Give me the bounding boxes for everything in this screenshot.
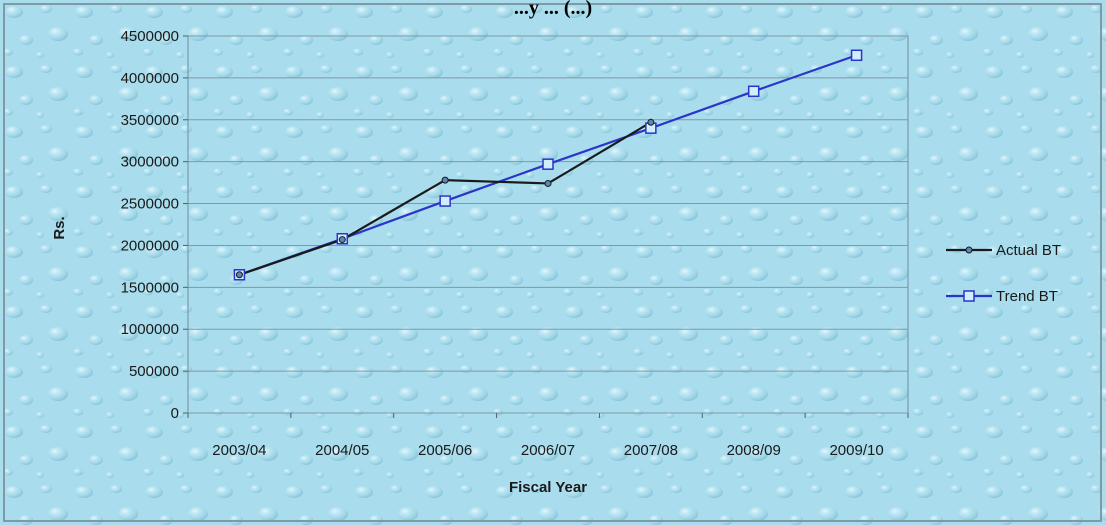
- y-tick-label: 1500000: [121, 279, 179, 296]
- legend-marker-actual-bt: [965, 246, 973, 254]
- y-tick-label: 2500000: [121, 196, 179, 213]
- y-tick-label: 3000000: [121, 154, 179, 171]
- legend-label: Actual BT: [996, 242, 1061, 259]
- chart-frame: [3, 3, 1102, 522]
- y-tick-label: 1000000: [121, 321, 179, 338]
- y-tick-label: 0: [171, 405, 179, 422]
- actual-bt-point: [338, 236, 346, 244]
- actual-bt-point: [441, 176, 449, 184]
- trend-bt-point: [542, 158, 554, 170]
- gridlines: [188, 35, 908, 414]
- y-tick-label: 3500000: [121, 112, 179, 129]
- trend-bt-point: [439, 195, 451, 207]
- x-tick-label: 2005/06: [418, 442, 472, 459]
- y-tick-label: 500000: [129, 363, 179, 380]
- x-axis-ticks: 2003/04 2004/05 2005/06 2006/07 2007/08 2008/…: [187, 413, 909, 459]
- legend-label: Trend BT: [996, 288, 1058, 305]
- trend-bt-point: [850, 49, 863, 62]
- x-axis-title: Fiscal Year: [509, 479, 587, 496]
- legend: Actual BT Trend BT: [946, 242, 1061, 305]
- actual-bt-point: [544, 179, 552, 187]
- legend-marker-trend-bt: [963, 290, 975, 302]
- y-tick-label: 4000000: [121, 70, 179, 87]
- x-tick-label: 2008/09: [727, 442, 781, 459]
- x-tick-label: 2007/08: [624, 442, 678, 459]
- trend-bt-point: [747, 85, 760, 98]
- actual-bt-point: [235, 271, 243, 279]
- y-tick-label: 2000000: [121, 237, 179, 254]
- x-tick-label: 2003/04: [212, 442, 266, 459]
- y-axis-title: Rs.: [51, 216, 68, 239]
- actual-bt-point: [647, 118, 655, 126]
- y-axis-ticks: 0 500000 1000000 1500000 2000000 2500000 30000…: [121, 28, 188, 422]
- series-lines: [233, 49, 863, 281]
- x-tick-label: 2006/07: [521, 442, 575, 459]
- chart-title: ...y ... (...): [514, 0, 592, 19]
- y-tick-label: 4500000: [121, 28, 179, 45]
- x-tick-label: 2004/05: [315, 442, 369, 459]
- x-tick-label: 2009/10: [829, 442, 883, 459]
